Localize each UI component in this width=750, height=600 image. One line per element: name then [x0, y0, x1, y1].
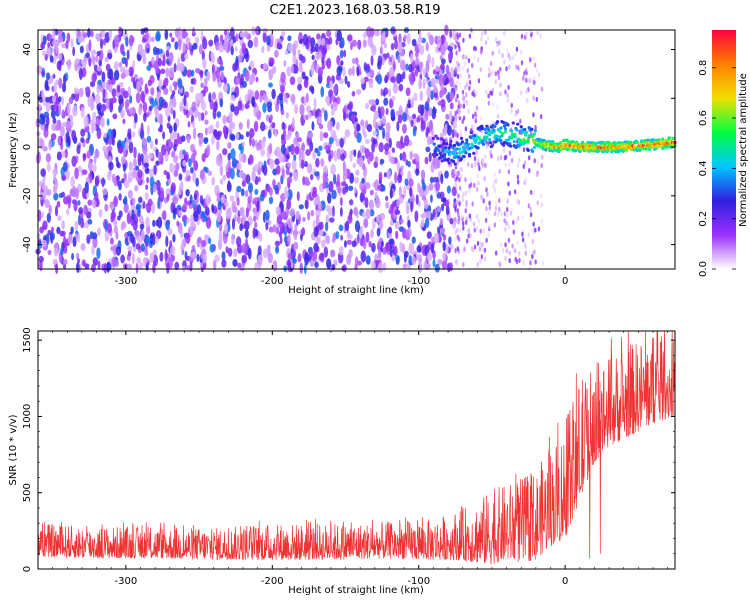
snr-x-label: Height of straight line (km): [288, 585, 424, 596]
snr-y-ticks: 0 500 1000 1500: [22, 327, 675, 572]
colorbar-tick-label: 0.4: [698, 160, 709, 176]
snr-x-ticks: -300 -200 -100 0: [52, 331, 668, 587]
colorbar: 0.0 0.2 0.4 0.6 0.8 Normalized spectral ampl…: [698, 30, 749, 277]
figure-title: C2E1.2023.168.03.58.R19: [269, 3, 440, 18]
snr-panel: -300 -200 -100 0 0 500 1000 1500 Height of str…: [8, 327, 676, 596]
y-tick-label: 0: [22, 144, 33, 150]
x-tick-label: -100: [407, 276, 430, 287]
y-tick-label: 500: [22, 483, 33, 502]
y-tick-label: 1500: [22, 327, 33, 352]
colorbar-scale: [712, 30, 736, 269]
colorbar-label: Normalized spectral amplitude: [738, 73, 749, 227]
spectrogram-x-label: Height of straight line (km): [288, 285, 424, 296]
snr-series-line: [37, 330, 676, 565]
colorbar-ticks: 0.0 0.2 0.4 0.6 0.8: [698, 60, 736, 277]
y-tick-label: 1000: [22, 404, 33, 429]
colorbar-tick-label: 0.2: [698, 211, 709, 227]
spectrogram-y-label: Frequency (Hz): [8, 112, 19, 188]
y-tick-label: -40: [22, 236, 33, 252]
x-tick-label: -300: [115, 576, 138, 587]
spectrogram-y-ticks: -40 -20 0 20 40: [22, 43, 675, 253]
heatmap-cells: [35, 24, 677, 275]
colorbar-tick-label: 0.0: [698, 261, 709, 277]
colorbar-tick-label: 0.6: [698, 110, 709, 126]
y-tick-label: 40: [22, 43, 33, 56]
colorbar-tick-label: 0.8: [698, 60, 709, 76]
y-tick-label: -20: [22, 188, 33, 204]
x-tick-label: -300: [115, 276, 138, 287]
spectrogram-frame: [37, 29, 676, 270]
snr-trace: [37, 330, 676, 565]
snr-frame: [37, 330, 676, 570]
y-tick-label: 20: [22, 92, 33, 105]
x-tick-label: -100: [407, 576, 430, 587]
y-tick-label: 0: [22, 566, 33, 572]
snr-y-label: SNR (10 * v/v): [8, 414, 19, 485]
spectrogram-x-ticks: -300 -200 -100 0: [115, 30, 568, 287]
x-tick-label: 0: [562, 276, 568, 287]
x-tick-label: -200: [261, 576, 284, 587]
x-tick-label: 0: [562, 576, 568, 587]
x-tick-label: -200: [261, 276, 284, 287]
